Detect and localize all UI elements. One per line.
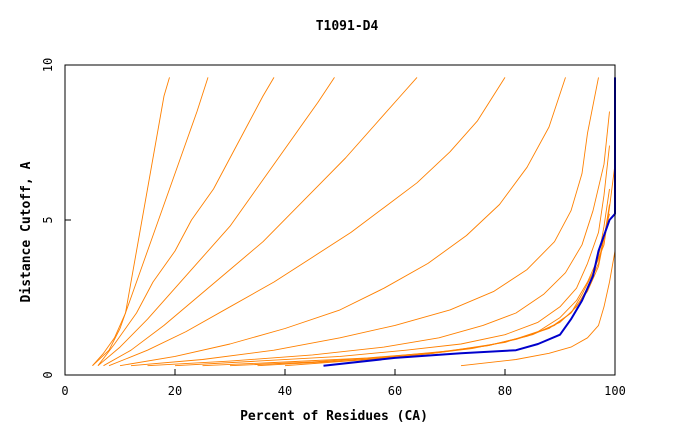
model-series-line-13 (257, 204, 610, 367)
y-axis: 0 5 10 (41, 58, 71, 379)
model-series-line-3 (97, 77, 275, 366)
x-tick-label: 60 (388, 384, 402, 398)
plot-lines (92, 77, 616, 367)
x-tick-label: 0 (61, 384, 68, 398)
model-series-line-15 (460, 220, 616, 367)
x-axis: 0 20 40 60 80 100 (61, 369, 626, 398)
model-series-line-8 (130, 77, 599, 367)
y-tick-label: 5 (41, 216, 55, 223)
model-series-line-12 (229, 188, 610, 367)
x-tick-label: 40 (278, 384, 292, 398)
y-tick-label: 10 (41, 58, 55, 72)
chart-title: T1091-D4 (316, 19, 379, 34)
y-tick-label: 0 (41, 371, 55, 378)
x-tick-label: 20 (168, 384, 182, 398)
model-series-line-11 (202, 164, 616, 367)
x-tick-label: 100 (604, 384, 626, 398)
model-series-line-6 (108, 77, 506, 367)
model-series-line-1 (92, 77, 170, 366)
x-tick-label: 80 (498, 384, 512, 398)
x-axis-label: Percent of Residues (CA) (240, 409, 428, 424)
model-series-line-4 (97, 77, 335, 367)
model-series-line-7 (119, 77, 566, 367)
y-axis-label: Distance Cutoff, A (19, 161, 34, 302)
model-series-line-10 (174, 145, 610, 367)
model-series-line-9 (147, 111, 610, 367)
model-series-line-2 (92, 77, 209, 367)
highlight-series-line (323, 77, 616, 367)
model-series-line-14 (284, 213, 610, 367)
plot-frame (64, 64, 616, 376)
model-series-line-5 (103, 77, 418, 367)
